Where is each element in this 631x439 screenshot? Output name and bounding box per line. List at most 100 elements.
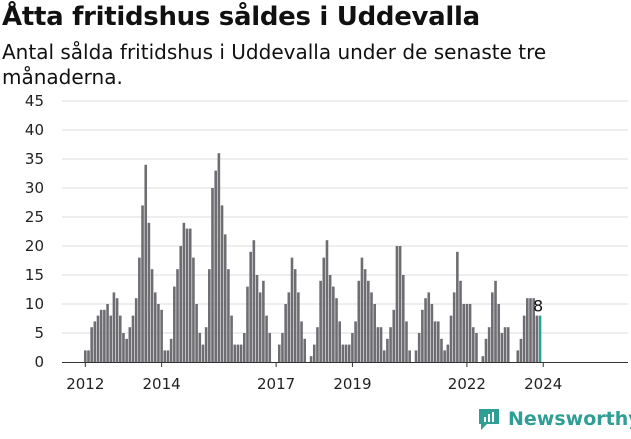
bar (246, 286, 249, 362)
bar (268, 333, 272, 362)
bar (84, 350, 87, 362)
bar (303, 338, 307, 362)
bar (99, 309, 103, 362)
y-tick-label: 5 (34, 324, 44, 342)
bars (84, 153, 542, 362)
bar (316, 327, 319, 362)
bar (421, 309, 424, 362)
bar (169, 338, 173, 362)
bar (503, 327, 507, 362)
bar (109, 315, 113, 362)
bar (341, 344, 345, 362)
bar (408, 350, 411, 362)
bar (335, 298, 338, 362)
bar (386, 338, 389, 362)
bar (112, 292, 116, 362)
bar (262, 280, 265, 362)
bar (96, 315, 100, 362)
bar (332, 286, 335, 362)
bar (214, 170, 217, 362)
bar (166, 350, 170, 362)
bar (475, 333, 478, 362)
bar (141, 205, 144, 362)
bar (179, 246, 182, 362)
bar (243, 333, 246, 362)
bar (160, 309, 163, 362)
bar-latest (538, 315, 542, 362)
bar (532, 298, 535, 362)
bar (255, 275, 259, 362)
bar (443, 350, 446, 362)
bar (433, 321, 437, 362)
bar (465, 304, 469, 362)
bar (185, 228, 189, 362)
bar (389, 327, 392, 362)
bar (402, 275, 405, 362)
bar (281, 333, 284, 362)
newsworthy-logo: Newsworthy (476, 406, 631, 432)
bar (284, 304, 287, 362)
bar (293, 269, 297, 362)
bar (233, 344, 237, 362)
bar (201, 344, 205, 362)
bar (300, 321, 303, 362)
bar (436, 321, 440, 362)
bar (456, 251, 459, 362)
chart-title: Åtta fritidshus såldes i Uddevalla (2, 2, 480, 32)
bar (182, 222, 186, 362)
bar (163, 350, 167, 362)
bar (265, 315, 268, 362)
bar (405, 321, 408, 362)
y-tick-label: 0 (34, 353, 44, 371)
bar (392, 309, 396, 362)
bar (338, 321, 341, 362)
bar (236, 344, 240, 362)
bar (144, 164, 148, 362)
bar (227, 269, 230, 362)
bar (252, 240, 256, 362)
bar (417, 333, 421, 362)
y-tick-label: 30 (25, 179, 44, 197)
bar (125, 338, 128, 362)
x-tick-label: 2024 (524, 375, 562, 393)
brand-name: Newsworthy (508, 408, 631, 430)
bar (459, 280, 462, 362)
bar (360, 257, 364, 362)
bar (440, 338, 443, 362)
y-tick-label: 10 (25, 295, 44, 313)
x-axis-ticks: 2012 2014 2017 2019 2022 2024 (66, 362, 562, 393)
bar (93, 321, 97, 362)
x-tick-label: 2017 (257, 375, 295, 393)
bar (370, 292, 373, 362)
bar (449, 315, 453, 362)
y-tick-label: 15 (25, 266, 44, 284)
bar (87, 350, 90, 362)
bar (198, 333, 202, 362)
bar (230, 315, 233, 362)
bar (379, 327, 383, 362)
bar (535, 315, 539, 362)
bar (204, 327, 208, 362)
bar (131, 315, 135, 362)
bar (157, 304, 160, 362)
bar (153, 292, 157, 362)
bar (115, 298, 119, 362)
bar (519, 338, 523, 362)
x-tick-label: 2019 (333, 375, 371, 393)
y-tick-label: 40 (25, 121, 44, 139)
x-tick-label: 2014 (143, 375, 181, 393)
bar (287, 292, 291, 362)
bar (481, 356, 485, 362)
bar (173, 286, 176, 362)
bar (90, 327, 93, 362)
bar (147, 222, 151, 362)
bar (176, 269, 179, 362)
bar (297, 292, 300, 362)
bar (452, 292, 456, 362)
bar (382, 350, 386, 362)
bar (118, 315, 122, 362)
y-tick-label: 25 (25, 208, 44, 226)
chart-subtitle: Antal sålda fritidshus i Uddevalla under… (2, 40, 547, 89)
bar (322, 257, 326, 362)
